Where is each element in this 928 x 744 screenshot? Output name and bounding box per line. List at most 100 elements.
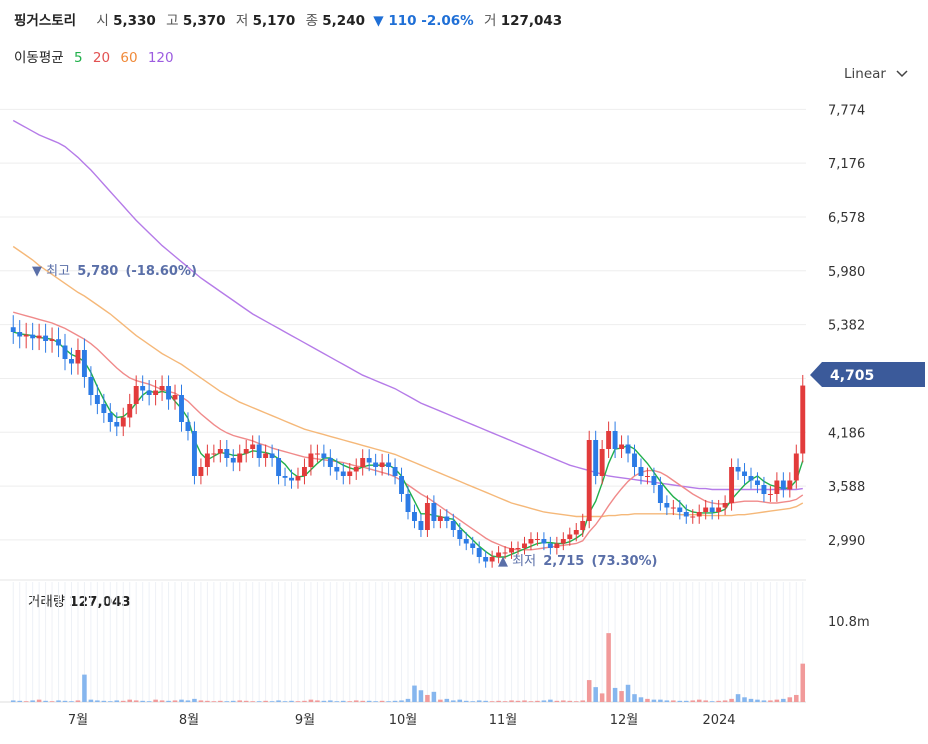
volume-bar [282,701,288,702]
candle-body [295,476,301,481]
volume-bar [554,700,560,702]
ma20-legend: 20 [92,50,111,66]
volume-bar [651,699,657,702]
candle-body [308,453,314,467]
volume-bar [483,700,488,702]
candle-body [289,477,294,481]
candle-body [560,539,566,544]
candle-body [276,458,282,476]
candle-body [644,476,650,477]
candle-body [651,476,657,485]
candle-body [696,512,702,517]
candle-body [321,453,327,458]
volume-bar [308,699,314,702]
volume-bar [108,701,113,702]
volume-bar [49,701,55,702]
candle-body [114,422,120,427]
volume-panel-title: 거래량 [28,594,66,610]
candle-body [94,395,100,404]
candle-body [256,444,262,458]
volume-bar [341,700,346,702]
change-value: ▼ 110 -2.06% [373,13,474,29]
volume-bar [463,700,469,702]
close-value: 5,240 [322,13,365,29]
candle-body [457,530,463,539]
candle-body [360,458,366,467]
candle-body [593,440,599,476]
moving-average-legend[interactable]: 이동평균 5 20 60 120 [14,46,174,66]
volume-bar [231,700,236,702]
candle-body [204,453,210,467]
ma60-legend: 60 [120,50,138,66]
annotations: ▼ 최고 5,780 (-18.60%) ▲ 최저 2,715 (73.30%) [32,264,658,569]
candle-body [198,467,204,476]
candle-body [787,480,793,490]
candle-body [405,494,411,512]
candle-body [476,548,482,557]
volume-bar [269,701,275,702]
price-tick-label: 2,990 [828,534,865,549]
volume-bar [172,700,178,702]
candle-body [81,350,87,377]
candle-body [509,548,515,553]
volume-bar [218,700,223,702]
candle-body [780,480,786,490]
volume-bar [82,674,87,702]
candle-body [755,480,760,485]
volume-bar [535,700,540,702]
volume-bar [328,700,333,702]
time-tick-label: 7월 [68,713,88,728]
volume-bar [315,700,320,702]
volume-bar [373,701,378,702]
price-tick-label: 5,382 [828,319,865,334]
time-axis: 7월 8월 9월 10월 11월 12월 2024 [68,713,736,728]
chevron-down-icon [890,66,908,82]
volume-bars [10,633,806,702]
candle-body [412,512,417,521]
volume-bar [75,700,81,702]
candle-body [677,507,683,512]
high-label: 고 [166,13,179,29]
volume-bar [761,700,767,702]
volume-bar [625,684,631,702]
volume-bar [645,698,650,702]
candle-body [140,386,146,391]
volume-bar [425,694,430,702]
candle-body [606,431,612,449]
candle-body [496,552,502,557]
volume-bar [703,700,708,702]
open-value: 5,330 [113,13,156,29]
volume-bar [276,700,281,702]
volume-bar [62,700,68,702]
scale-selector[interactable]: Linear [844,66,908,82]
volume-value: 127,043 [500,13,563,29]
volume-bar [509,700,514,702]
volume-bar [632,694,637,702]
candle-body [742,471,747,476]
candle-body [159,386,165,391]
current-price-label: 4,705 [830,368,874,384]
candle-body [793,453,799,481]
time-tick-label: 8월 [179,713,199,728]
high-annotation-label: 최고 [46,264,70,279]
candle-body [120,417,126,427]
volume-bar [522,700,527,702]
volume-bar [146,701,152,702]
high-value: 5,370 [182,13,226,29]
volume-bar [638,697,644,702]
candle-body [185,422,191,431]
candle-body [522,543,527,548]
volume-bar [237,700,243,702]
volume-bar [205,700,210,702]
volume-bar [347,701,353,702]
price-tick-label: 5,980 [828,265,865,280]
candle-body [386,462,392,467]
candle-body [314,453,320,455]
candle-body [217,449,223,454]
volume-bar [159,700,165,702]
volume-bar [224,701,230,702]
volume-bar [489,701,495,702]
candle-body [340,471,346,476]
volume-bar [696,699,702,702]
